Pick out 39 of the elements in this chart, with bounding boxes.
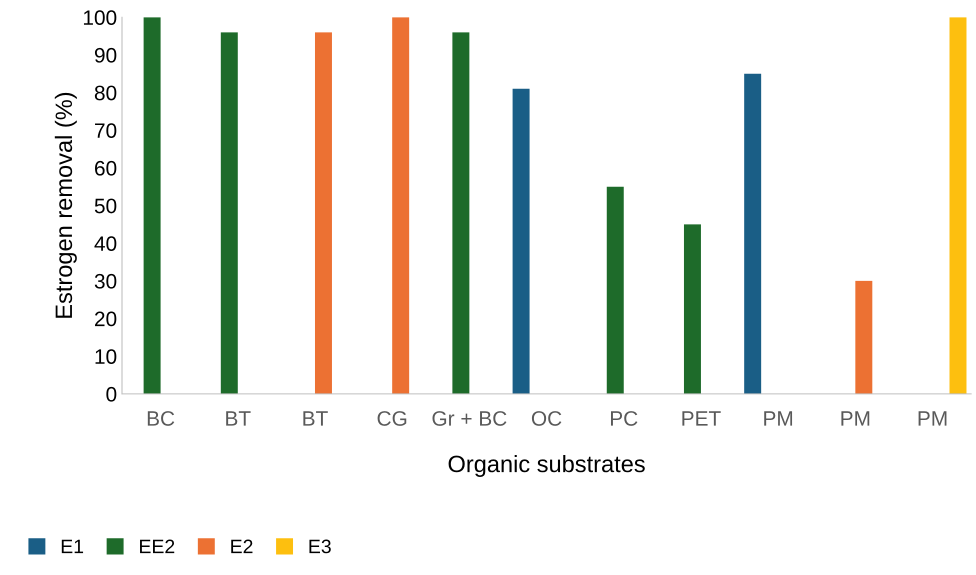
bar: [512, 88, 530, 394]
x-axis-title: Organic substrates: [448, 454, 645, 477]
legend-label: E3: [309, 540, 331, 554]
legend-label: EE2: [140, 540, 174, 554]
y-tick-label: 100: [84, 10, 116, 26]
x-tick-label: PC: [610, 411, 638, 426]
bar: [855, 280, 872, 394]
y-tick-label: 60: [95, 160, 116, 176]
bar: [392, 17, 410, 394]
y-tick-label: 50: [94, 198, 116, 214]
x-tick-label: BT: [226, 411, 251, 426]
legend-label: E2: [231, 540, 252, 554]
bar: [744, 74, 762, 394]
legend-label: E1: [62, 540, 84, 554]
y-axis-title: Estrogen removal (%): [54, 92, 77, 318]
y-tick-label: 80: [94, 86, 116, 100]
y-tick-label: 40: [94, 236, 116, 251]
x-tick-label: OC: [532, 411, 562, 426]
bar: [144, 17, 161, 394]
x-tick-label: PET: [682, 411, 721, 426]
bar: [684, 224, 701, 394]
x-tick-label: BC: [148, 411, 174, 426]
x-tick-label: PM: [918, 411, 946, 426]
x-tick-label: CG: [378, 411, 406, 426]
y-tick-label: 30: [94, 274, 116, 289]
bar: [950, 17, 966, 394]
x-tick-label: BT: [303, 411, 328, 426]
bar: [220, 32, 238, 394]
x-tick-label: PM: [764, 411, 792, 426]
bar: [606, 186, 624, 394]
y-tick-label: 20: [95, 312, 116, 326]
x-tick-label: Gr + BC: [432, 411, 506, 426]
y-tick-label: 70: [95, 123, 116, 138]
bar: [314, 32, 332, 394]
y-tick-label: 10: [96, 349, 116, 364]
y-tick-label: 0: [106, 386, 116, 402]
bar: [452, 32, 470, 394]
y-tick-label: 90: [94, 48, 116, 63]
x-tick-label: PM: [841, 411, 870, 426]
